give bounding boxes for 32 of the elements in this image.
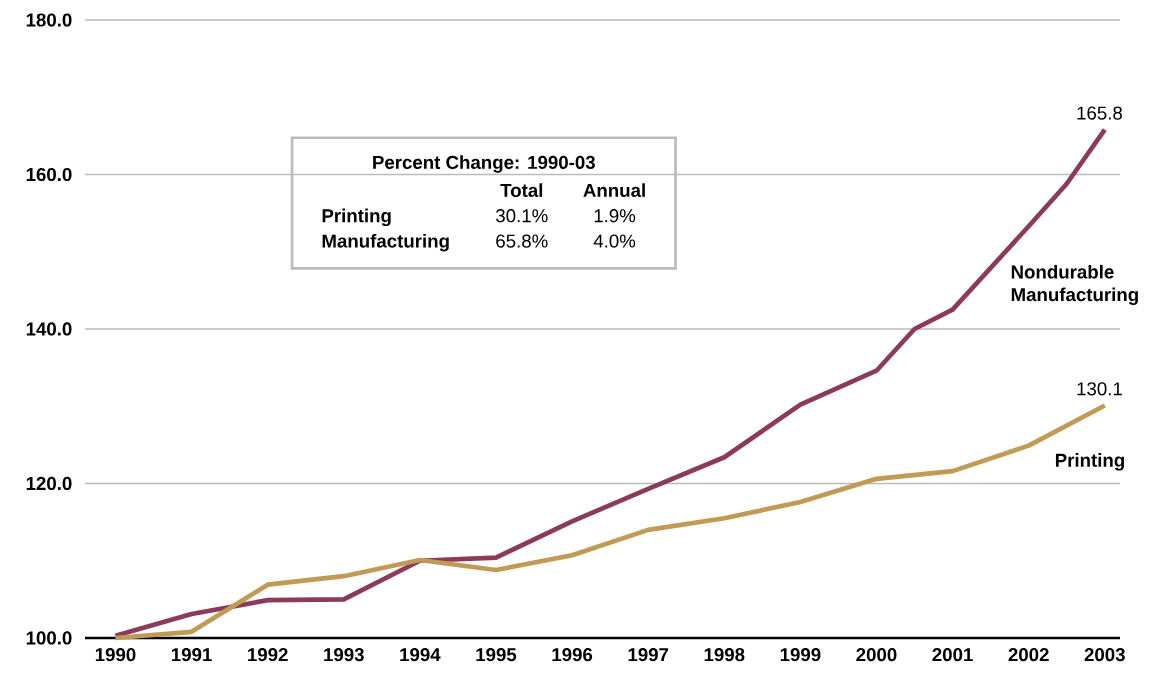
annotation: 130.1 bbox=[1077, 382, 1122, 396]
x-tick-label: 1999 bbox=[780, 648, 821, 662]
annotation: 65.8% bbox=[496, 234, 548, 248]
annotation: Manufacturing bbox=[322, 233, 449, 252]
annotation: 165.8 bbox=[1077, 106, 1122, 120]
x-tick-label: 2000 bbox=[856, 648, 897, 662]
y-tick-label: 160.0 bbox=[26, 167, 72, 182]
series-label: Nondurable Manufacturing bbox=[1011, 264, 1138, 306]
annotation: Percent Change: 1990-03 bbox=[373, 155, 595, 173]
annotation: 4.0% bbox=[593, 234, 636, 248]
x-tick-label: 2002 bbox=[1008, 648, 1049, 662]
x-tick-label: 1995 bbox=[476, 648, 517, 662]
x-tick-label: 1996 bbox=[552, 648, 593, 662]
y-tick-label: 120.0 bbox=[26, 476, 72, 491]
annotation: Annual bbox=[583, 183, 645, 197]
x-tick-label: 1991 bbox=[171, 648, 212, 662]
annotation: Printing bbox=[322, 208, 391, 227]
y-tick-label: 100.0 bbox=[26, 631, 72, 645]
x-tick-label: 1994 bbox=[400, 648, 441, 662]
y-tick-label: 180.0 bbox=[26, 13, 72, 27]
annotation: 1.9% bbox=[594, 209, 636, 223]
series-label: Printing bbox=[1055, 453, 1124, 471]
annotation: 30.1% bbox=[496, 209, 548, 223]
annotation: Total bbox=[500, 183, 543, 197]
x-tick-label: 1998 bbox=[704, 648, 745, 662]
x-tick-label: 1993 bbox=[324, 648, 364, 662]
x-tick-label: 1997 bbox=[628, 648, 669, 662]
x-tick-label: 2003 bbox=[1084, 648, 1125, 662]
x-tick-label: 1990 bbox=[95, 648, 136, 662]
y-tick-label: 140.0 bbox=[26, 322, 72, 336]
x-tick-label: 2001 bbox=[932, 648, 973, 662]
x-tick-label: 1992 bbox=[248, 648, 288, 662]
